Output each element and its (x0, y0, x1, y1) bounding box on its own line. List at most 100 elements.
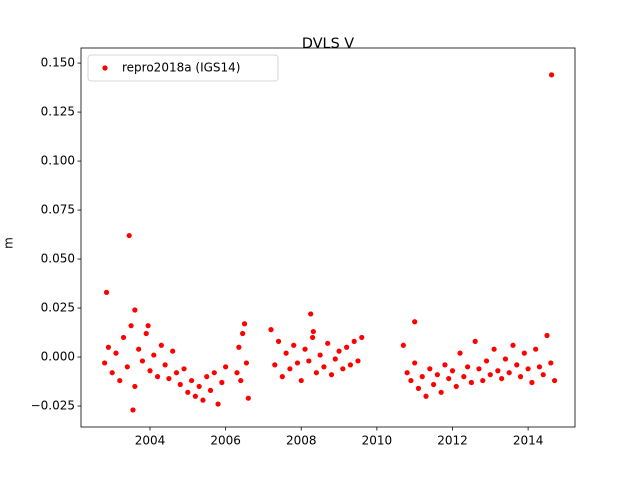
data-point (521, 350, 527, 356)
data-point (321, 364, 327, 370)
data-point (136, 346, 142, 352)
y-axis-label: m (2, 237, 16, 249)
data-point (192, 393, 198, 399)
data-point (215, 401, 221, 407)
data-point (400, 342, 406, 348)
data-point (298, 377, 304, 384)
data-point (434, 372, 440, 378)
y-tick-label: 0.075 (41, 203, 75, 217)
data-point (412, 360, 418, 366)
data-point (147, 368, 153, 374)
data-point (404, 370, 410, 376)
data-point (139, 358, 146, 364)
x-tick-label: 2012 (437, 434, 468, 448)
data-point (236, 344, 242, 350)
data-point (347, 362, 354, 368)
data-point (126, 232, 132, 239)
data-point (514, 362, 520, 368)
data-point (268, 327, 274, 333)
data-point (340, 366, 346, 372)
x-tick-label: 2010 (362, 434, 393, 448)
data-point (336, 348, 342, 354)
data-point (308, 311, 314, 317)
data-point (234, 370, 240, 376)
data-point (166, 375, 172, 382)
data-point (544, 332, 550, 339)
data-point (506, 370, 512, 376)
data-point (283, 350, 289, 356)
data-point (332, 356, 338, 362)
data-point (245, 395, 251, 401)
data-point (457, 350, 463, 356)
data-point (438, 389, 444, 395)
data-point (533, 346, 539, 352)
data-point (124, 364, 130, 370)
data-point (359, 334, 365, 341)
y-tick-label: 0.150 (41, 56, 75, 70)
data-point (510, 342, 516, 348)
data-point (472, 338, 478, 344)
data-point (105, 344, 112, 350)
data-point (548, 360, 554, 366)
plot-frame (80, 47, 576, 428)
data-point (241, 321, 248, 327)
data-point (495, 368, 501, 374)
data-point (310, 328, 316, 335)
data-point (483, 358, 490, 364)
data-point (355, 358, 361, 364)
data-point (468, 379, 474, 386)
data-point (223, 364, 229, 370)
data-point (302, 346, 308, 352)
data-point (279, 374, 285, 380)
data-point (204, 374, 210, 380)
data-point (415, 385, 422, 391)
data-point (309, 334, 316, 341)
data-point (502, 356, 509, 362)
data-point (465, 364, 471, 370)
data-point (145, 323, 151, 329)
data-point (154, 374, 161, 380)
y-tick-label: 0.000 (41, 350, 75, 364)
data-point (109, 370, 115, 376)
data-point (517, 374, 524, 380)
data-point (540, 372, 546, 378)
data-point (211, 370, 217, 376)
data-point (181, 366, 187, 372)
data-point (287, 366, 293, 372)
data-point (548, 72, 555, 78)
data-point (408, 377, 414, 384)
data-point (529, 379, 535, 386)
data-point (170, 348, 176, 354)
data-point (162, 362, 168, 368)
data-point (238, 377, 244, 384)
x-tick-label: 2006 (210, 434, 241, 448)
data-point (130, 407, 136, 413)
data-point (173, 370, 180, 376)
data-point (143, 330, 149, 337)
data-point (551, 377, 558, 384)
data-point (272, 362, 278, 368)
data-point (219, 379, 225, 386)
data-point (151, 352, 157, 358)
data-point (117, 377, 123, 384)
data-point (453, 383, 459, 390)
chart-title: DVLS V (302, 36, 354, 52)
y-tick-label: 0.025 (41, 301, 75, 315)
data-point (461, 374, 467, 380)
x-tick-label: 2004 (135, 434, 166, 448)
data-point (188, 377, 195, 384)
data-point (351, 338, 357, 344)
data-point (325, 340, 331, 346)
data-point (120, 334, 127, 341)
data-point (427, 366, 433, 372)
x-tick-label: 2008 (286, 434, 317, 448)
data-point (419, 374, 425, 380)
data-point (491, 346, 497, 352)
y-tick-label: −0.025 (31, 399, 75, 413)
data-point (185, 389, 191, 395)
data-point (430, 381, 437, 388)
data-point (200, 397, 206, 403)
data-point (291, 342, 297, 348)
y-tick-label: 0.100 (41, 154, 75, 168)
